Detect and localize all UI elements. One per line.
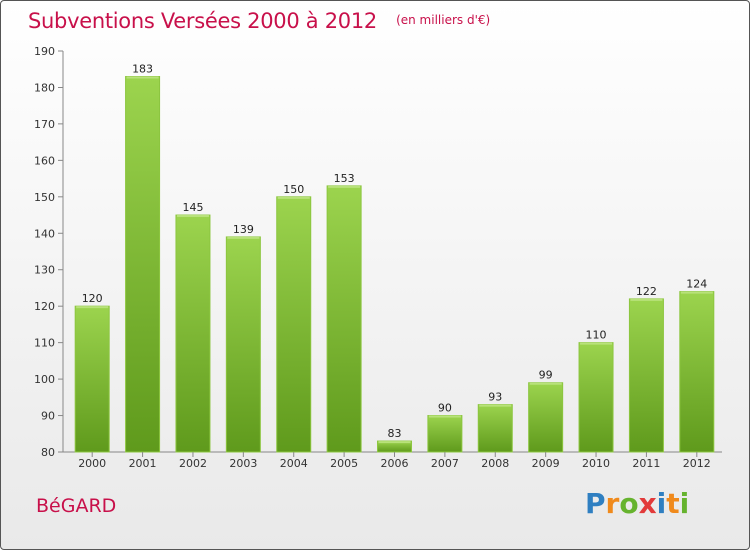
y-tick-label: 190	[34, 45, 55, 58]
logo-letter: t	[666, 487, 680, 520]
bar-2003	[225, 236, 261, 453]
y-tick-label: 120	[34, 300, 55, 313]
logo-letter: P	[585, 487, 606, 520]
x-tick-label-2010: 2010	[582, 457, 610, 470]
logo-letter: x	[638, 487, 657, 520]
logo-letter: o	[619, 487, 639, 520]
bar-2004	[276, 196, 312, 453]
value-label-2006: 83	[388, 427, 402, 440]
y-tick-label: 170	[34, 118, 55, 131]
bar-2005	[326, 185, 362, 453]
x-tick-label-2011: 2011	[632, 457, 660, 470]
y-tick-label: 130	[34, 264, 55, 277]
chart-title: Subventions Versées 2000 à 2012	[28, 9, 377, 33]
x-tick-label-2006: 2006	[381, 457, 409, 470]
x-tick-label-2000: 2000	[78, 457, 106, 470]
proxiti-logo: Proxiti	[585, 487, 689, 520]
value-label-2002: 145	[182, 201, 203, 214]
commune-name: BéGARD	[36, 495, 117, 517]
y-tick-label: 110	[34, 337, 55, 350]
chart-header: Subventions Versées 2000 à 2012 (en mill…	[28, 9, 490, 33]
y-tick-label: 160	[34, 154, 55, 167]
x-tick-label-2002: 2002	[179, 457, 207, 470]
bar-2011	[628, 298, 664, 453]
bar-2007	[427, 415, 463, 453]
value-label-2005: 153	[334, 172, 355, 185]
value-label-2004: 150	[283, 183, 304, 196]
value-label-2001: 183	[132, 63, 153, 76]
y-tick-label: 140	[34, 227, 55, 240]
bar-2010	[578, 342, 614, 453]
x-tick-label-2007: 2007	[431, 457, 459, 470]
value-label-2008: 93	[488, 391, 502, 404]
value-label-2003: 139	[233, 223, 254, 236]
x-tick-label-2008: 2008	[481, 457, 509, 470]
y-tick-label: 90	[41, 410, 55, 423]
bar-2000	[74, 305, 110, 453]
y-tick-label: 80	[41, 446, 55, 459]
x-tick-label-2005: 2005	[330, 457, 358, 470]
chart-subtitle: (en milliers d'€)	[396, 13, 491, 27]
bar-2009	[528, 382, 564, 453]
bar-2002	[175, 214, 211, 453]
x-tick-label-2009: 2009	[532, 457, 560, 470]
y-tick-label: 100	[34, 373, 55, 386]
value-label-2009: 99	[539, 369, 553, 382]
bar-2008	[477, 404, 513, 453]
x-tick-label-2003: 2003	[229, 457, 257, 470]
value-label-2007: 90	[438, 402, 452, 415]
x-tick-label-2012: 2012	[683, 457, 711, 470]
logo-letter: r	[605, 487, 620, 520]
x-tick-label-2001: 2001	[129, 457, 157, 470]
bar-2001	[125, 76, 161, 453]
logo-letter: i	[679, 487, 690, 520]
y-tick-label: 180	[34, 81, 55, 94]
y-tick-label: 150	[34, 191, 55, 204]
x-tick-label-2004: 2004	[280, 457, 308, 470]
value-label-2011: 122	[636, 285, 657, 298]
logo-letter: i	[656, 487, 667, 520]
value-label-2000: 120	[82, 292, 103, 305]
value-label-2012: 124	[686, 278, 707, 291]
value-label-2010: 110	[586, 329, 607, 342]
bar-2012	[679, 291, 715, 453]
